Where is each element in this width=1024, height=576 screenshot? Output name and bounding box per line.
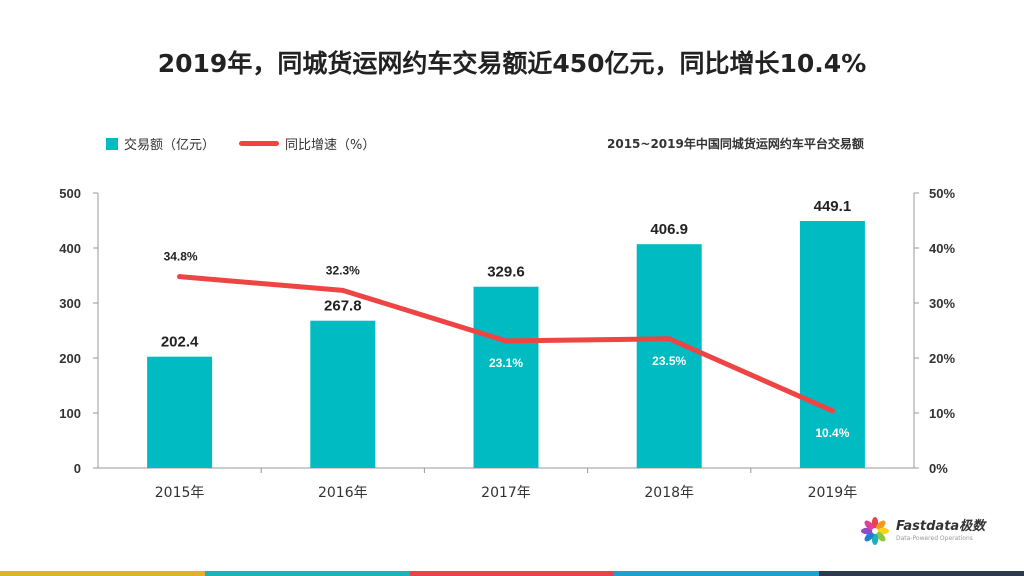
brand-logo: Fastdata极数 Data-Powered Operations xyxy=(860,516,985,546)
y-left-tick-label: 200 xyxy=(59,351,81,366)
bar-value-label: 202.4 xyxy=(161,334,199,351)
legend-bar-label: 交易额（亿元） xyxy=(124,138,216,153)
x-tick-label: 2015年 xyxy=(155,485,205,501)
y-left-tick-label: 500 xyxy=(59,186,81,201)
chart-legend: 交易额（亿元） 同比增速（%） xyxy=(106,134,375,153)
y-right-tick-label: 0% xyxy=(929,461,948,476)
x-tick-label: 2018年 xyxy=(644,485,694,501)
page-title: 2019年，同城货运网约车交易额近450亿元，同比增长10.4% xyxy=(157,49,867,78)
bar-value-label: 267.8 xyxy=(324,298,362,315)
bar-value-label: 406.9 xyxy=(650,221,688,238)
logo-name: Fastdata极数 xyxy=(896,519,986,534)
line-value-label: 23.5% xyxy=(652,354,686,368)
y-left-tick-label: 300 xyxy=(59,296,81,311)
strip-segment xyxy=(0,571,205,576)
x-tick-label: 2019年 xyxy=(808,485,858,501)
y-right-tick-label: 10% xyxy=(929,406,955,421)
y-left-tick-label: 100 xyxy=(59,406,81,421)
bar xyxy=(310,320,376,468)
bar-value-label: 329.6 xyxy=(487,264,525,281)
legend-item-bar: 交易额（亿元） xyxy=(106,134,215,153)
y-right-tick-label: 20% xyxy=(929,351,955,366)
y-right-tick-label: 40% xyxy=(929,241,955,256)
legend-line-label: 同比增速（%） xyxy=(285,138,376,153)
line-point xyxy=(829,408,835,414)
bar xyxy=(147,356,213,468)
y-left-tick-label: 0 xyxy=(74,461,81,476)
bottom-color-strip xyxy=(0,571,1024,576)
y-left-tick-label: 400 xyxy=(59,241,81,256)
y-right-tick-label: 30% xyxy=(929,296,955,311)
line-value-label: 34.8% xyxy=(164,250,198,264)
line-point xyxy=(503,338,509,344)
legend-bar-swatch xyxy=(106,137,118,150)
y-right-tick-label: 50% xyxy=(929,186,955,201)
strip-segment xyxy=(204,571,410,576)
line-value-label: 32.3% xyxy=(326,263,360,277)
logo-tagline: Data-Powered Operations xyxy=(896,535,973,542)
bar-value-label: 449.1 xyxy=(814,198,852,215)
line-value-label: 10.4% xyxy=(815,426,849,440)
strip-segment xyxy=(819,571,1024,576)
line-point xyxy=(177,274,183,280)
legend-item-line: 同比增速（%） xyxy=(239,134,375,153)
line-point xyxy=(666,336,672,342)
x-tick-label: 2017年 xyxy=(481,485,531,501)
bar xyxy=(636,244,702,468)
strip-segment xyxy=(409,571,615,576)
line-point xyxy=(340,287,346,293)
bar xyxy=(799,220,865,468)
flower-logo-icon xyxy=(861,517,889,545)
bar xyxy=(473,286,539,468)
legend-line-swatch xyxy=(239,141,280,146)
strip-segment xyxy=(614,571,820,576)
line-value-label: 23.1% xyxy=(489,356,523,370)
chart-subtitle: 2015~2019年中国同城货运网约车平台交易额 xyxy=(607,137,864,151)
x-tick-label: 2016年 xyxy=(318,485,368,501)
